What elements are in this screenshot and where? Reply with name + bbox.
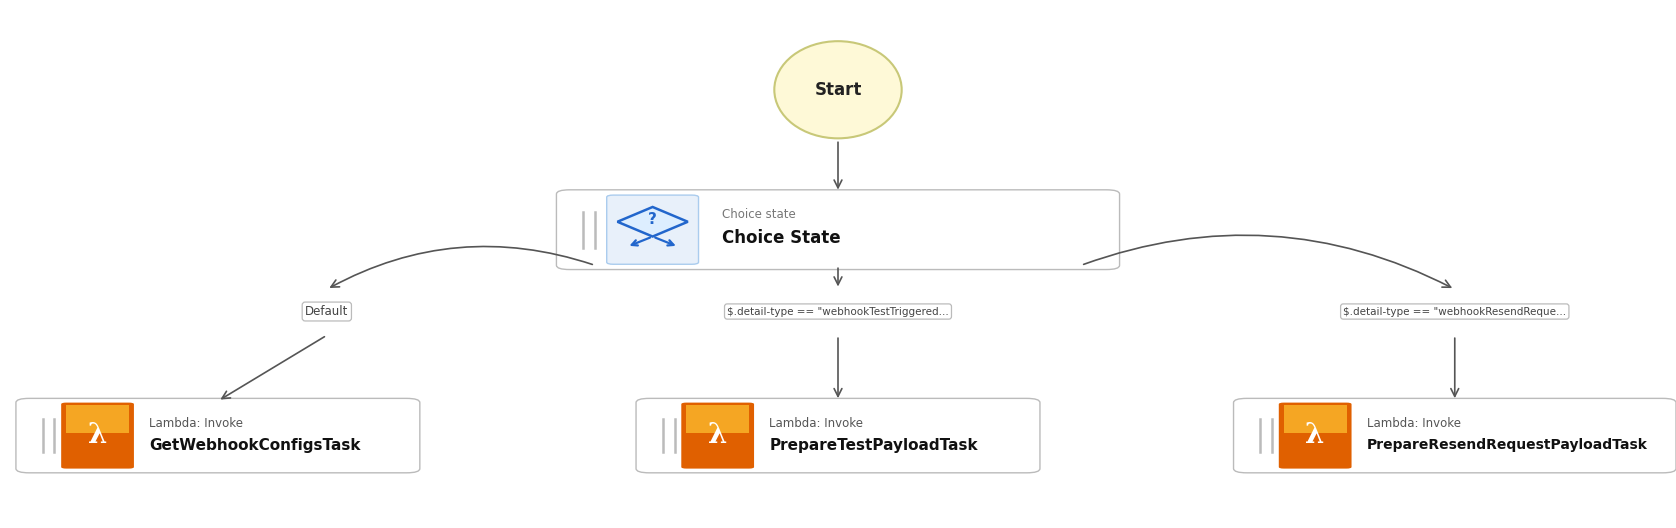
FancyBboxPatch shape: [1234, 398, 1676, 473]
Text: Start: Start: [815, 81, 861, 99]
FancyBboxPatch shape: [607, 195, 699, 264]
Text: $.detail-type == "webhookTestTriggered...: $.detail-type == "webhookTestTriggered..…: [727, 307, 949, 316]
Text: Lambda: Invoke: Lambda: Invoke: [769, 417, 863, 430]
FancyBboxPatch shape: [637, 398, 1039, 473]
Text: ?: ?: [649, 212, 657, 227]
Text: Lambda: Invoke: Lambda: Invoke: [149, 417, 243, 430]
FancyBboxPatch shape: [1279, 402, 1351, 469]
Text: Choice state: Choice state: [722, 209, 796, 221]
FancyBboxPatch shape: [680, 402, 754, 469]
Polygon shape: [617, 207, 687, 237]
Text: λ: λ: [87, 422, 107, 449]
Text: Choice State: Choice State: [722, 229, 841, 247]
FancyBboxPatch shape: [687, 406, 749, 433]
FancyBboxPatch shape: [60, 402, 134, 469]
Text: λ: λ: [1306, 422, 1324, 449]
Text: $.detail-type == "webhookResendReque...: $.detail-type == "webhookResendReque...: [1342, 307, 1567, 316]
Text: Lambda: Invoke: Lambda: Invoke: [1366, 417, 1460, 430]
Ellipse shape: [774, 41, 902, 138]
FancyBboxPatch shape: [556, 190, 1120, 270]
FancyBboxPatch shape: [67, 406, 129, 433]
FancyBboxPatch shape: [1284, 406, 1346, 433]
FancyBboxPatch shape: [17, 398, 419, 473]
Text: PrepareResendRequestPayloadTask: PrepareResendRequestPayloadTask: [1366, 438, 1648, 452]
Text: PrepareTestPayloadTask: PrepareTestPayloadTask: [769, 438, 977, 453]
Text: λ: λ: [707, 422, 727, 449]
Text: GetWebhookConfigsTask: GetWebhookConfigsTask: [149, 438, 360, 453]
Text: Default: Default: [305, 305, 349, 318]
